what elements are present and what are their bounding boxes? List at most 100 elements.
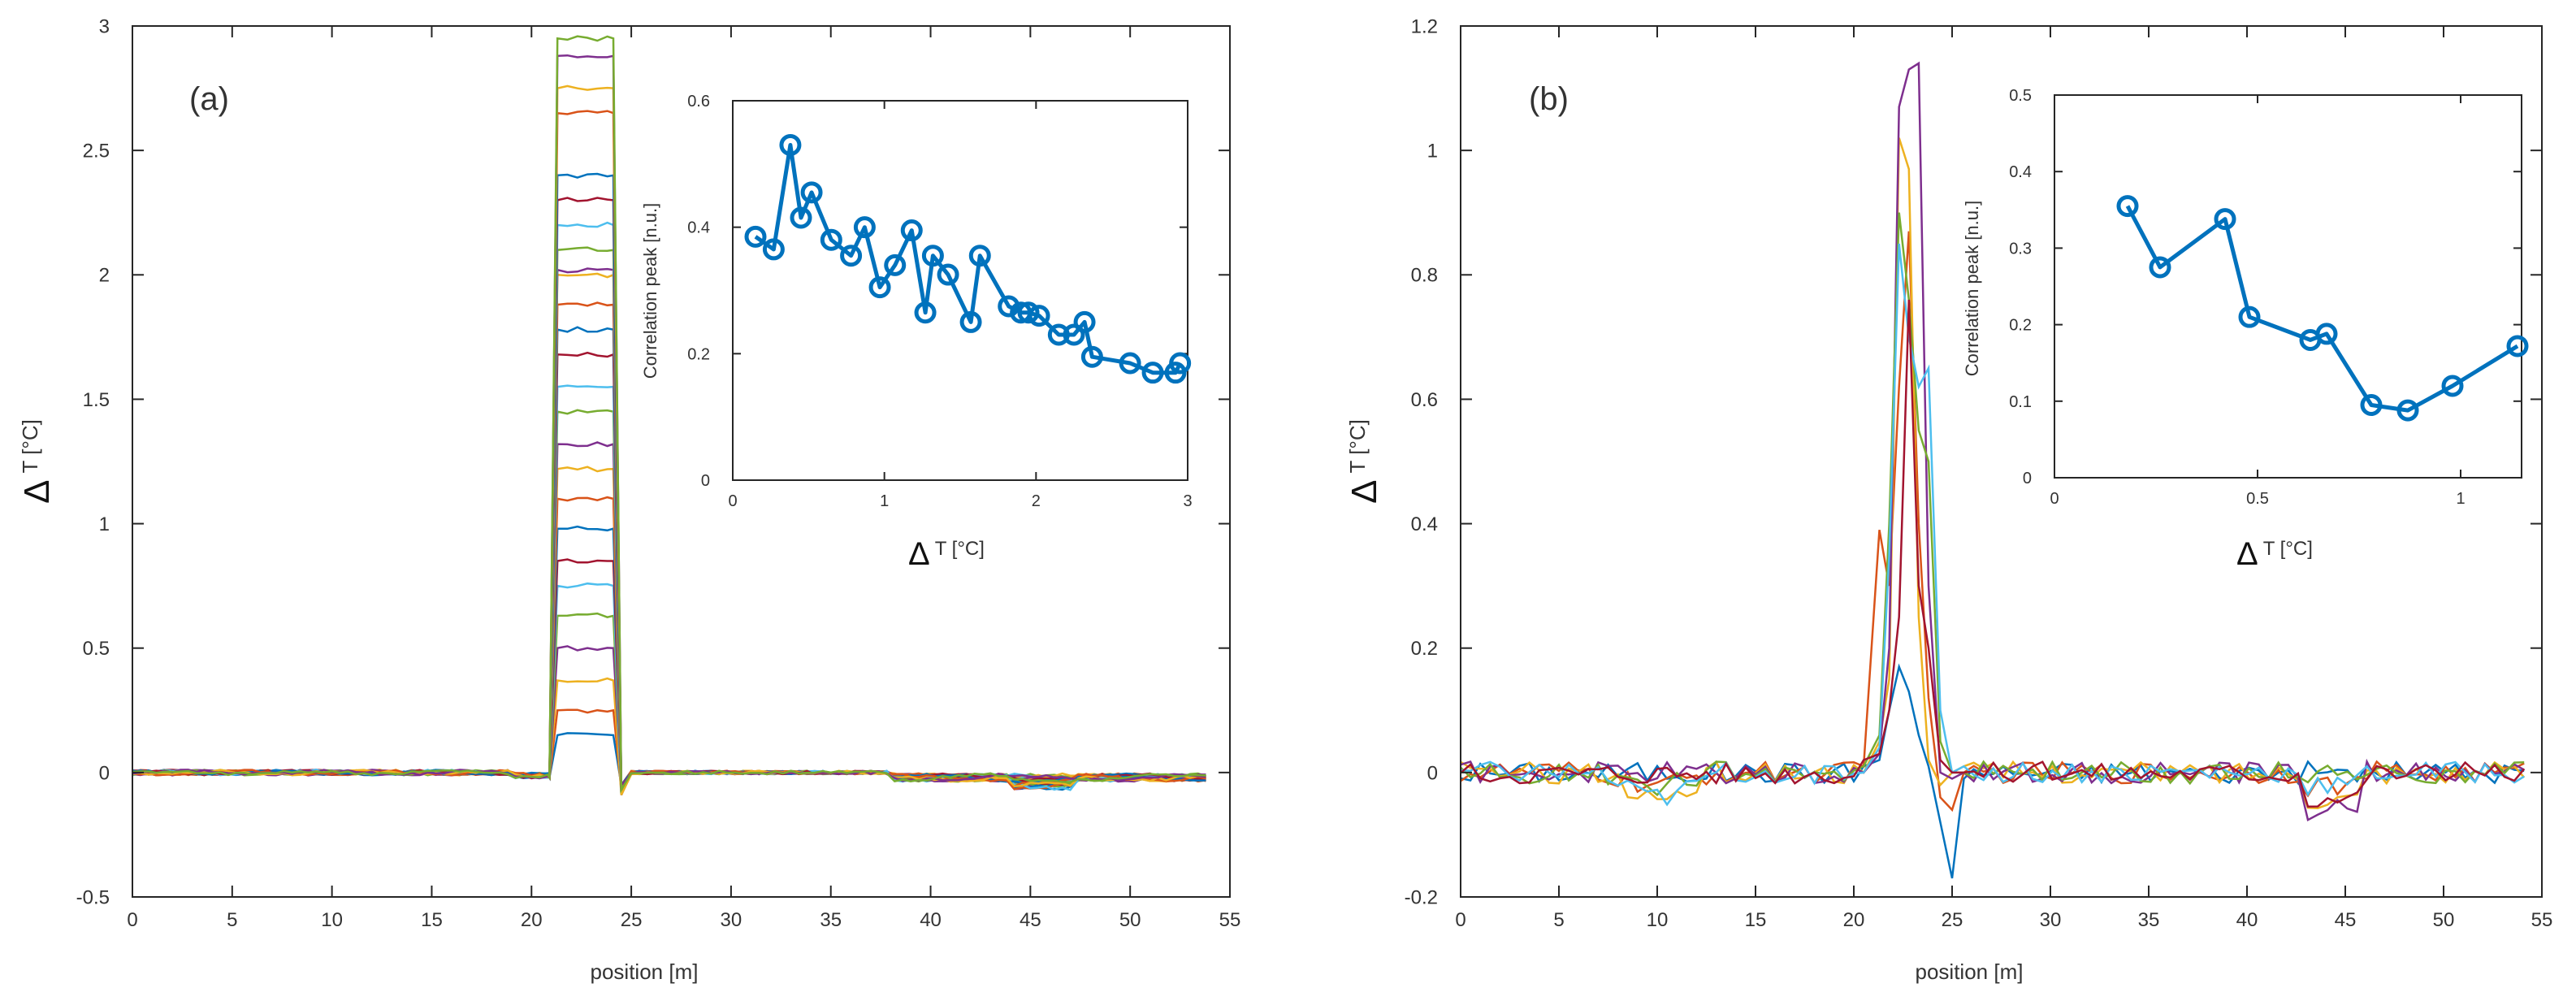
panel-a-series-line (132, 525, 1206, 794)
panel-a-y-tick-label: 1 (99, 513, 110, 535)
panel-b-inset-correlation-point (2149, 256, 2171, 279)
panel-b-axes-box (1460, 25, 2543, 898)
panel-b-series-line (1460, 299, 2526, 808)
panel-a-y-tick-label: 2.5 (83, 141, 110, 162)
panel-a-chart: 0 5 10 15 20 25 30 35 40 45 50 55-0.500.511.522.53 … (17, 15, 1240, 984)
panel-a-inset-correlation-point (921, 245, 944, 267)
panel-a-inset-series (744, 133, 1192, 384)
panel-a-inset-x-tick-label: 2 (1032, 492, 1041, 510)
panel-a-series-line (132, 558, 1206, 788)
panel-a-inset-x-axis-unit: T [°C] (935, 538, 985, 560)
panel-b-inset: 0 0.5 1 0 0.1 0.2 0.3 0.4 0.5 Correlation peak [… (1962, 87, 2529, 572)
panel-b-y-tick-label: 0.6 (1411, 389, 1438, 411)
panel-a-ticks: 0 5 10 15 20 25 30 35 40 45 50 55-0.500.511.522.53 (76, 15, 1241, 931)
panel-a-y-tick-label: 0 (99, 762, 110, 784)
panel-b-inset-x-tick-label: 0 (2050, 490, 2059, 508)
panel-a-series-line (132, 612, 1206, 794)
panel-b-y-tick-label: 0.2 (1411, 638, 1438, 660)
panel-a-series-line (132, 466, 1206, 788)
panel-a-x-tick-label: 15 (421, 909, 443, 931)
panel-a-series-line (132, 441, 1206, 794)
panel-b-series-line (1460, 243, 2525, 807)
panel-b-inset-correlation-point (2360, 394, 2383, 417)
panel-b-inset-y-tick-label: 0 (2023, 470, 2032, 487)
panel-b-inset-background (2054, 94, 2522, 479)
panel-a-inset-correlation-line (754, 143, 1182, 375)
panel-b-inset-x-tick-label: 0.5 (2246, 490, 2269, 508)
panel-a-inset-correlation-point (1080, 345, 1103, 368)
panel-a-inset-correlation-point (914, 301, 937, 324)
svg-text:ΔT [°C]: ΔT [°C] (908, 536, 985, 572)
panel-b-x-tick-label: 50 (2433, 909, 2455, 931)
panel-a-inset: 0 1 2 3 0 0.2 0.4 0.6 Correlation peak [n.u.] Δ… (640, 93, 1193, 572)
panel-a-inset-x-tick-label: 0 (728, 492, 737, 510)
panel-a-inset-correlation-point (868, 276, 891, 299)
panel-b-x-tick-label: 20 (1843, 909, 1865, 931)
panel-a-series-line (132, 496, 1206, 795)
panel-b-x-tick-label: 40 (2236, 909, 2258, 931)
panel-b-inset-y-tick-label: 0.3 (2009, 240, 2032, 258)
panel-b-y-axis-label: Δ T [°C] (1344, 419, 1384, 504)
panel-a-inset-y-tick-label: 0.6 (687, 93, 710, 110)
panel-a-inset-correlation-point (1017, 301, 1040, 324)
panel-b-x-tick-label: 25 (1942, 909, 1963, 931)
panel-b-x-tick-label: 55 (2531, 909, 2553, 931)
panel-b-y-tick-label: 0 (1427, 762, 1438, 784)
panel-a-label: (a) (189, 81, 229, 117)
panel-a-x-tick-label: 0 (127, 909, 137, 931)
panel-b-x-tick-label: 15 (1745, 909, 1767, 931)
panel-b-x-tick-label: 30 (2040, 909, 2062, 931)
panel-a-inset-correlation-point (1169, 352, 1192, 375)
panel-a-x-tick-label: 55 (1219, 909, 1241, 931)
panel-a-y-tick-label: 1.5 (83, 389, 110, 411)
panel-b-series-lines (1460, 61, 2526, 879)
svg-text:ΔT [°C]: ΔT [°C] (2236, 536, 2313, 572)
panel-b-inset-correlation-point (2441, 375, 2464, 397)
svg-text:ΔT [°C]: ΔT [°C] (1344, 419, 1384, 504)
panel-b-y-tick-label: 1.2 (1411, 15, 1438, 37)
panel-b-x-axis-label: position [m] (1916, 960, 2024, 984)
panel-a-inset-correlation-point (790, 206, 812, 229)
panel-b-y-axis-delta: Δ (1344, 479, 1384, 503)
panel-a-inset-correlation-point (884, 253, 907, 276)
panel-a-series-line (132, 582, 1206, 795)
panel-a-inset-correlation-point (1119, 352, 1141, 375)
panel-b-inset-correlation-point (2396, 399, 2419, 422)
panel-a-x-axis-label: position [m] (591, 960, 699, 984)
panel-b-y-tick-label: -0.2 (1405, 886, 1438, 908)
panel-b-x-tick-label: 45 (2335, 909, 2357, 931)
panel-a-inset-correlation-point (800, 181, 823, 204)
panel-a-inset-x-axis-delta: Δ (908, 536, 930, 572)
panel-a-inset-correlation-point (900, 219, 923, 242)
panel-a-inset-y-tick-label: 0.2 (687, 345, 710, 363)
panel-a-inset-correlation-point (744, 225, 767, 248)
panel-b-inset-y-tick-label: 0.4 (2009, 163, 2032, 181)
panel-b-inset-correlation-point (2116, 195, 2139, 218)
panel-b-inset-correlation-point (2214, 208, 2236, 231)
panel-a-inset-correlation-point (1141, 362, 1164, 384)
panel-a-inset-correlation-point (762, 238, 785, 261)
panel-a-inset-correlation-point (1047, 323, 1070, 346)
panel-a-inset-correlation-point (968, 245, 991, 267)
panel-b-inset-y-tick-label: 0.5 (2009, 87, 2032, 105)
panel-b-y-tick-label: 0.8 (1411, 265, 1438, 287)
panel-a-inset-correlation-point (1063, 323, 1085, 346)
panel-a-x-tick-label: 40 (920, 909, 942, 931)
panel-b-x-tick-label: 0 (1455, 909, 1466, 931)
panel-b-inset-series (2116, 195, 2529, 422)
panel-a-inset-correlation-point (853, 216, 876, 239)
panel-a-series-line (132, 35, 1206, 794)
panel-a-inset-background (732, 100, 1188, 481)
panel-a-inset-correlation-point (1028, 305, 1050, 327)
panel-b-inset-correlation-point (2315, 323, 2338, 345)
panel-a-x-tick-label: 30 (721, 909, 742, 931)
panel-b-x-tick-label: 35 (2138, 909, 2160, 931)
panel-a-y-axis-label: Δ T [°C] (17, 419, 57, 504)
panel-b-label: (b) (1529, 81, 1569, 117)
panel-a-inset-y-tick-label: 0.4 (687, 219, 710, 237)
panel-a-axes-box (132, 25, 1231, 898)
panel-a-inset-correlation-point (779, 133, 802, 156)
panel-b-inset-x-axis-delta: Δ (2236, 536, 2258, 572)
